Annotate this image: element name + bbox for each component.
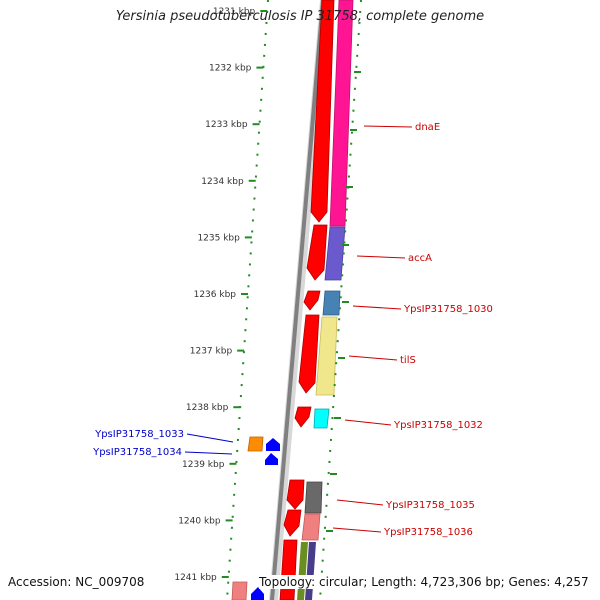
gene-leader-line (348, 355, 398, 361)
cds-arrow[interactable] (294, 406, 312, 428)
kbp-tick-label: 1234 kbp (201, 177, 244, 187)
gene-label-ypsip31758-1032[interactable]: YpsIP31758_1032 (393, 420, 483, 431)
inner-ruler-line (226, 0, 269, 600)
gene-ypsip31758-1036[interactable] (301, 513, 321, 541)
gene-leader-line (363, 125, 413, 128)
cds-arrow[interactable] (279, 539, 298, 600)
outer-ruler-line (319, 0, 362, 600)
gene-leader-line (344, 419, 392, 426)
gene-leader-line (352, 305, 402, 310)
page-title: Yersinia pseudotuberculosis IP 31758, co… (115, 9, 485, 24)
kbp-tick-label: 1237 kbp (190, 347, 233, 357)
kbp-tick-label: 1235 kbp (197, 233, 240, 243)
gene-reverse-segment[interactable] (231, 581, 248, 600)
topology-text: Topology: circular; Length: 4,723,306 bp… (259, 575, 589, 589)
kbp-tick-label: 1231 kbp (213, 7, 256, 17)
gene-label-acca[interactable]: accA (408, 253, 432, 264)
gene-tils[interactable] (315, 316, 338, 396)
gene-ypsip31758-1030[interactable] (322, 290, 341, 316)
gene-label-ypsip31758-1034[interactable]: YpsIP31758_1034 (92, 447, 182, 458)
kbp-tick-label: 1241 kbp (174, 573, 217, 583)
gene-label-ypsip31758-1030[interactable]: YpsIP31758_1030 (403, 304, 493, 315)
gene-acca[interactable] (324, 226, 346, 281)
kbp-tick-label: 1233 kbp (205, 120, 248, 130)
gene-leader-line (332, 527, 382, 533)
gene-ypsip31758-1035[interactable] (304, 481, 323, 514)
gene-track (297, 0, 354, 600)
gene-label-ypsip31758-1033[interactable]: YpsIP31758_1033 (94, 429, 184, 440)
outer-ruler-ticks (326, 71, 361, 532)
gene-labels: dnaE accA YpsIP31758_1030 tilS YpsIP31758_10… (92, 122, 493, 538)
kbp-tick-label: 1239 kbp (182, 460, 225, 470)
cds-arrow[interactable] (310, 0, 335, 223)
cds-reverse-arrow[interactable] (251, 587, 264, 600)
gene-label-ypsip31758-1036[interactable]: YpsIP31758_1036 (383, 527, 473, 538)
cds-arrow[interactable] (306, 224, 328, 281)
gene-label-ypsip31758-1035[interactable]: YpsIP31758_1035 (385, 500, 475, 511)
gene-leader-line (336, 499, 384, 506)
cds-arrow[interactable] (303, 290, 321, 311)
kbp-tick-label: 1232 kbp (209, 64, 252, 74)
gene-leader-line (186, 433, 234, 443)
gene-ypsip31758-1033[interactable] (247, 436, 264, 452)
cds-arrow[interactable] (286, 479, 305, 510)
cds-track (279, 0, 335, 600)
kbp-ruler: 1231 kbp 1232 kbp 1233 kbp 1234 kbp 1235 kbp… (174, 0, 269, 600)
gene-leader-line (356, 255, 406, 259)
gene-dnae[interactable] (329, 0, 354, 227)
gene-label-tils[interactable]: tilS (400, 355, 416, 366)
cds-reverse-arrow[interactable] (266, 438, 280, 451)
cds-arrow[interactable] (298, 314, 320, 394)
gene-leader-line (184, 451, 233, 455)
kbp-tick-label: 1240 kbp (178, 516, 221, 526)
accession-text: Accession: NC_009708 (8, 575, 145, 589)
cds-arrow[interactable] (283, 509, 302, 537)
kbp-tick-label: 1236 kbp (194, 290, 237, 300)
cds-reverse-arrow[interactable] (265, 453, 278, 465)
gene-label-dnae[interactable]: dnaE (415, 122, 440, 133)
reverse-strand-features (231, 436, 280, 600)
gene-ypsip31758-1032[interactable] (313, 408, 330, 429)
kbp-tick-label: 1238 kbp (186, 403, 229, 413)
